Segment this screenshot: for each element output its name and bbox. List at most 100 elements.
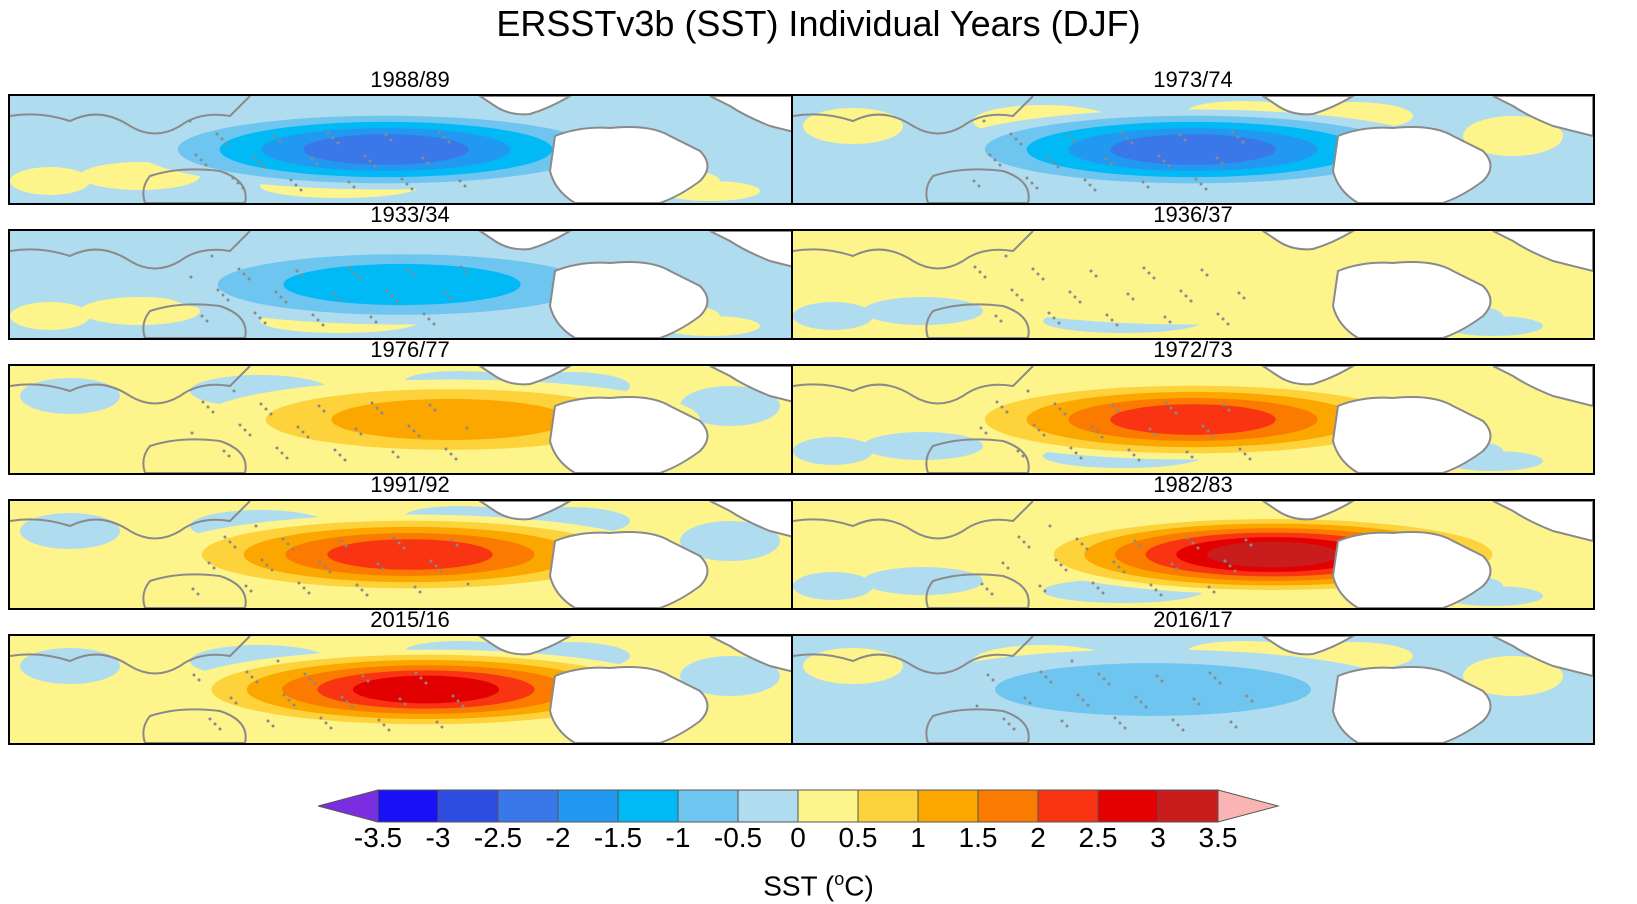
island-dot [1038,584,1042,588]
island-dot [1081,698,1085,702]
south-america-coast [548,261,709,338]
island-dot [1120,131,1124,135]
colorbar-tick-label: 1 [910,822,926,853]
island-dot [1083,178,1087,182]
island-dot [1001,561,1005,565]
island-dot [324,721,328,725]
island-dot [1190,455,1194,459]
island-dot [1069,446,1073,450]
africa-coast [1492,366,1593,408]
island-dot [233,545,237,549]
island-dot [347,180,351,184]
colorbar-max-extend [1217,789,1280,823]
island-dot [1063,412,1067,416]
equatorial-anomaly-contour [1110,134,1276,165]
island-dot [435,720,439,724]
island-dot [366,679,370,683]
island-dot [1043,589,1047,593]
island-dot [1014,137,1018,141]
island-dot [228,540,232,544]
island-dot [204,163,208,167]
island-dot [280,451,284,455]
island-dot [1023,696,1027,700]
island-dot [1227,408,1231,412]
equatorial-anomaly-contour [327,539,493,570]
island-dot [405,182,409,186]
island-dot [313,682,317,686]
island-dot [396,455,400,459]
island-dot [1097,672,1101,676]
island-dot [191,587,195,591]
island-dot [1170,562,1174,566]
australia-coast [925,438,1030,473]
south-america-coast [1331,261,1492,338]
island-dot [1041,277,1045,281]
island-dot [199,158,203,162]
panel-title: 1973/74 [1153,67,1233,92]
island-dot [231,176,235,180]
island-dot [266,719,270,723]
island-dot [1189,299,1193,303]
australia-coast [142,168,247,203]
island-dot [1123,726,1127,730]
island-dot [249,589,253,593]
island-dot [1056,165,1060,169]
island-dot [348,266,352,270]
island-dot [229,696,233,700]
island-dot [316,318,320,322]
island-dot [328,570,332,574]
island-dot [1175,567,1179,571]
island-dot [1012,727,1016,731]
island-dot [1231,130,1235,134]
central-america-coast [1261,231,1355,251]
island-dot [1185,450,1189,454]
island-dot [1058,407,1062,411]
island-dot [1131,297,1135,301]
island-dot [429,559,433,563]
sst-field [793,636,1593,743]
island-dot [1174,411,1178,415]
panel-title: 1936/37 [1153,202,1233,227]
island-dot [286,542,290,546]
colorbar-tick-label: -3.5 [353,822,403,853]
anomaly-patch [680,251,780,291]
island-dot [1037,428,1041,432]
island-dot [1046,155,1050,159]
island-dot [1139,700,1143,704]
colorbar-tick-label: -2.5 [473,822,523,853]
island-dot [463,184,467,188]
island-dot [406,268,410,272]
island-dot [207,561,211,565]
colorbar-segment [1097,789,1159,823]
island-dot [419,676,423,680]
island-dot [1079,456,1083,460]
island-dot [443,291,447,295]
island-dot [1074,451,1078,455]
anomaly-patch [80,567,200,595]
island-dot [196,592,200,596]
island-dot [384,133,388,137]
panel-title: 2016/17 [1153,607,1233,632]
anomaly-patch [10,572,90,600]
island-dot [1233,569,1237,573]
australia-coast [142,708,247,743]
island-dot [373,164,377,168]
colorbar-tick-label: 0.5 [838,822,878,853]
asia-coast [10,501,251,540]
island-dot [1215,156,1219,160]
island-dot [289,178,293,182]
colorbar-segment [617,789,679,823]
anomaly-patch [803,513,903,549]
asia-coast [793,501,1034,540]
equatorial-anomaly-contour [303,134,469,165]
island-dot [994,314,998,318]
island-dot [451,694,455,698]
island-dot [265,563,269,567]
anomaly-patch [863,567,983,595]
island-dot [1016,449,1020,453]
island-dot [385,289,389,293]
island-dot [1141,180,1145,184]
island-dot [218,727,222,731]
island-dot [1100,435,1104,439]
island-dot [433,408,437,412]
